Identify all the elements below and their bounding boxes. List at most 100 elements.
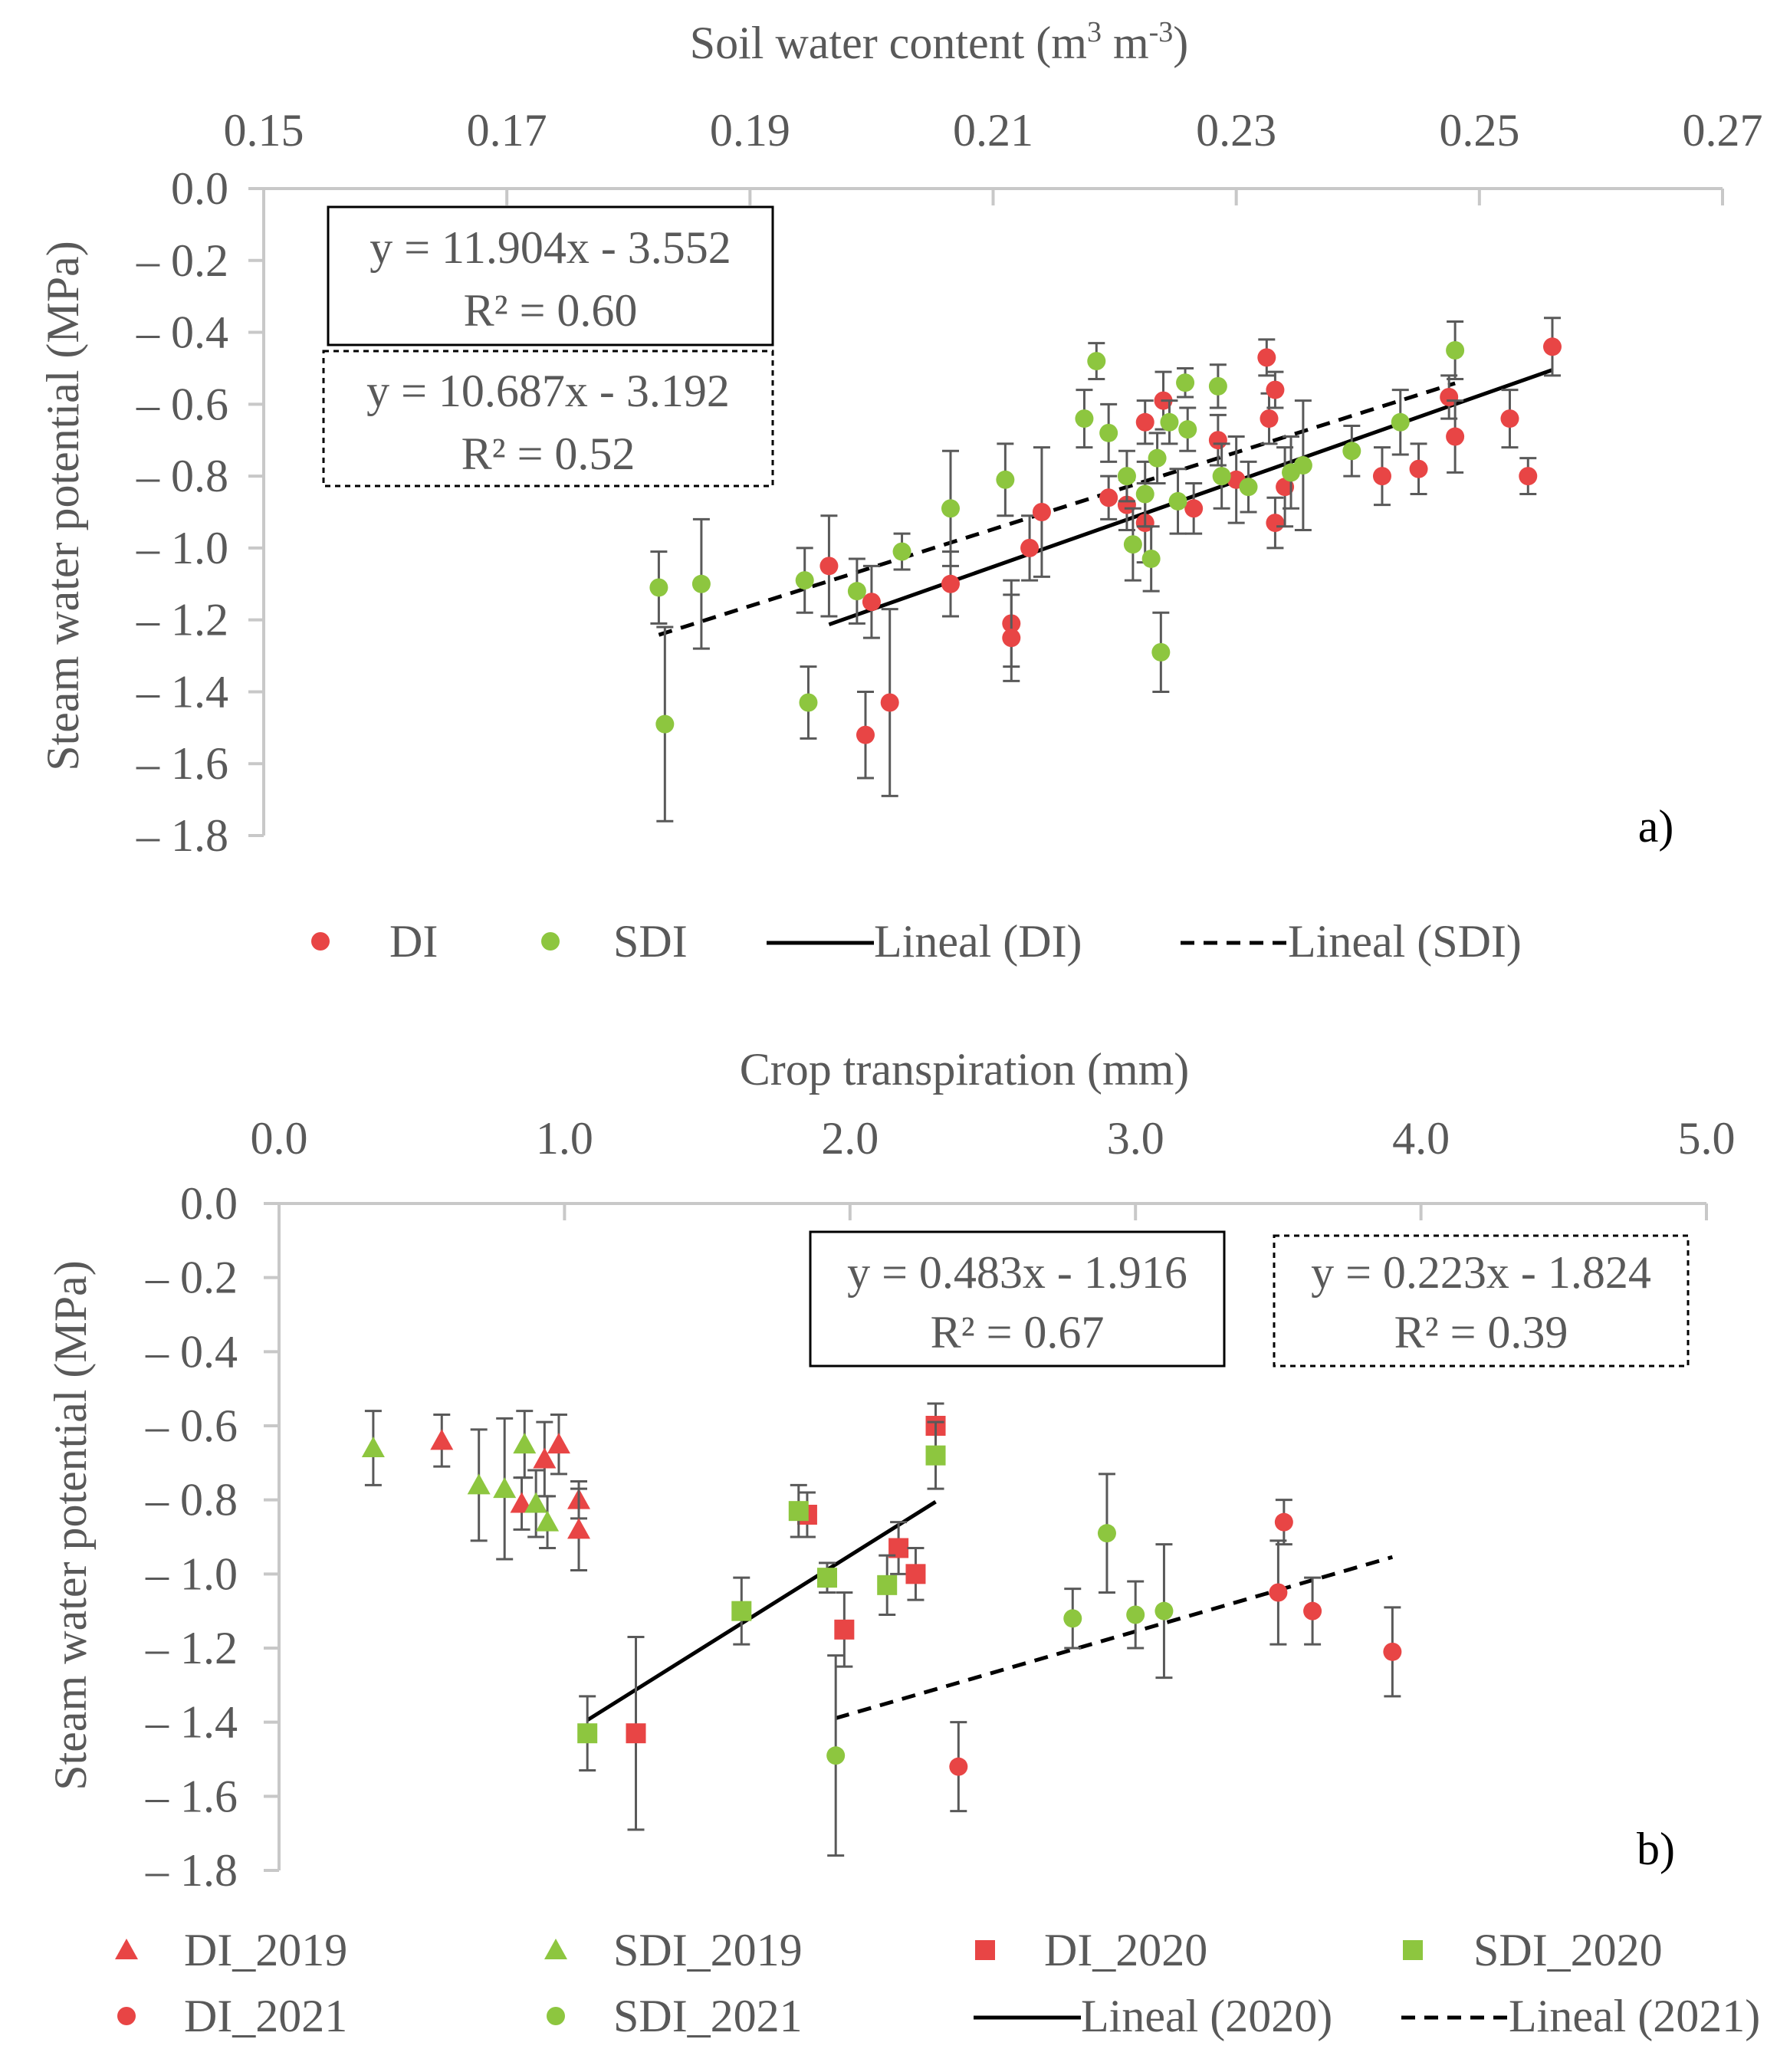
data-point [856,725,875,744]
legend-marker-circle [547,2007,565,2025]
legend-marker-circle [541,932,560,951]
panel-b-series-di-2019 [430,1414,591,1571]
panel-a-y-tick-labels: 0.0 – 0.2 – 0.4 – 0.6 – 0.8 – 1.0 – 1.2 – 1.4 – … [136,163,228,861]
data-point [567,1518,591,1539]
data-point [731,1601,752,1621]
panel-b-trendline-dashed [835,1555,1394,1720]
data-point [1239,478,1258,497]
legend-label: DI_2020 [1044,1925,1207,1975]
data-point [533,1447,557,1469]
data-point [1087,352,1106,371]
panel-a-equation-box-sdi [322,350,774,488]
panel-a-y-tick-label: – 0.4 [136,307,228,358]
data-point [1117,467,1136,486]
data-point [1099,423,1118,442]
data-point [1500,409,1519,429]
data-point [1160,412,1179,432]
data-point [1446,341,1465,360]
panel-a-x-tick-labels: 0.15 0.17 0.19 0.21 0.23 0.25 0.27 [224,105,1763,156]
panel-a-y-tick-label: – 1.6 [136,738,228,789]
legend-label: Lineal (2021) [1509,1991,1760,2041]
data-point [536,1510,560,1532]
data-point [691,574,711,593]
data-point [513,1433,537,1454]
data-point [1391,412,1410,432]
legend-marker-triangle [115,1939,138,1959]
panel-a-points [649,317,1562,823]
panel-b-legend-item: DI_2021 [117,1991,347,2041]
panel-a-x-tick-label: 0.27 [1683,105,1763,156]
panel-b-x-tick-label: 4.0 [1392,1113,1450,1164]
panel-b-series-di-2020 [626,1402,946,1831]
panel-a-r2-di: R² = 0.60 [464,285,638,336]
data-point [1154,1601,1174,1620]
data-point [1141,549,1161,568]
data-point [1266,380,1285,399]
panel-b-equation-2021: y = 0.223x - 1.824 [1311,1247,1651,1298]
legend-marker-triangle [544,1939,567,1959]
legend-label: SDI_2019 [613,1925,803,1975]
legend-label: DI_2019 [184,1925,347,1975]
data-point [577,1723,598,1744]
data-point [1063,1609,1082,1628]
panel-a-label: a) [1638,801,1674,852]
panel-b-points [361,1402,1402,1857]
data-point [524,1492,548,1513]
panel-a-legend-item: DI [311,916,438,967]
panel-a-y-tick-label: – 1.4 [136,666,228,717]
panel-b-r2-2020: R² = 0.67 [931,1307,1105,1358]
data-point [467,1473,491,1495]
panel-b-x-tick-labels: 0.0 1.0 2.0 3.0 4.0 5.0 [251,1113,1736,1164]
data-point [1212,467,1231,486]
panel-a-y-tick-label: – 0.6 [136,379,228,429]
panel-a-y-tick-label: – 1.0 [136,523,228,573]
panel-b-legend-item: Lineal (2021) [1401,1991,1760,2041]
panel-b-label: b) [1637,1824,1675,1874]
panel-b-y-tick-label: – 0.8 [145,1475,238,1525]
data-point [892,542,911,561]
panel-b-legend-item: DI_2020 [975,1925,1207,1975]
panel-b-legend-item: Lineal (2020) [974,1991,1332,2041]
data-point [1032,503,1051,521]
data-point [847,582,866,601]
data-point [1097,1524,1116,1543]
panel-b: Crop transpiration (mm) Steam water pote… [45,1044,1760,2041]
panel-b-series-di-2021 [949,1499,1402,1813]
panel-a-axes [248,187,1724,837]
panel-b-legend-item: SDI_2021 [547,1991,803,2041]
data-point [493,1477,517,1499]
data-point [1075,409,1094,429]
data-point [788,1501,809,1522]
data-point [1151,642,1171,662]
data-point [1409,459,1428,478]
panel-a-y-tick-label: – 0.2 [136,235,228,286]
panel-b-legend-item: DI_2019 [115,1925,347,1975]
legend-label: Lineal (DI) [874,916,1082,967]
data-point [1135,412,1154,432]
panel-a-r2-sdi: R² = 0.52 [461,429,636,479]
panel-a-legend-item: Lineal (DI) [767,916,1082,967]
panel-a-x-tick-label: 0.15 [224,105,304,156]
legend-label: Lineal (2020) [1081,1991,1332,2041]
data-point [1446,427,1465,446]
data-point [949,1757,968,1776]
data-point [649,578,668,597]
panel-b-x-tick-label: 0.0 [251,1113,308,1164]
panel-a-equation-di: y = 11.904x - 3.552 [369,222,731,273]
panel-a-legend-item: SDI [541,916,688,967]
panel-b-r2-2021: R² = 0.39 [1394,1307,1568,1358]
data-point [996,470,1015,489]
panel-b-legend-item: SDI_2019 [544,1925,803,1975]
data-point [1274,1512,1293,1532]
legend-label: SDI_2020 [1473,1925,1663,1975]
panel-a-y-tick-label: – 0.8 [136,451,228,501]
data-point [817,1568,838,1588]
data-point [1208,431,1227,450]
data-point [1269,1583,1288,1602]
data-point [547,1433,570,1454]
data-point [819,557,839,576]
data-point [1342,442,1361,461]
panel-a-series-sdi [649,320,1465,823]
data-point [799,693,818,712]
panel-b-y-tick-label: – 0.4 [145,1326,238,1377]
